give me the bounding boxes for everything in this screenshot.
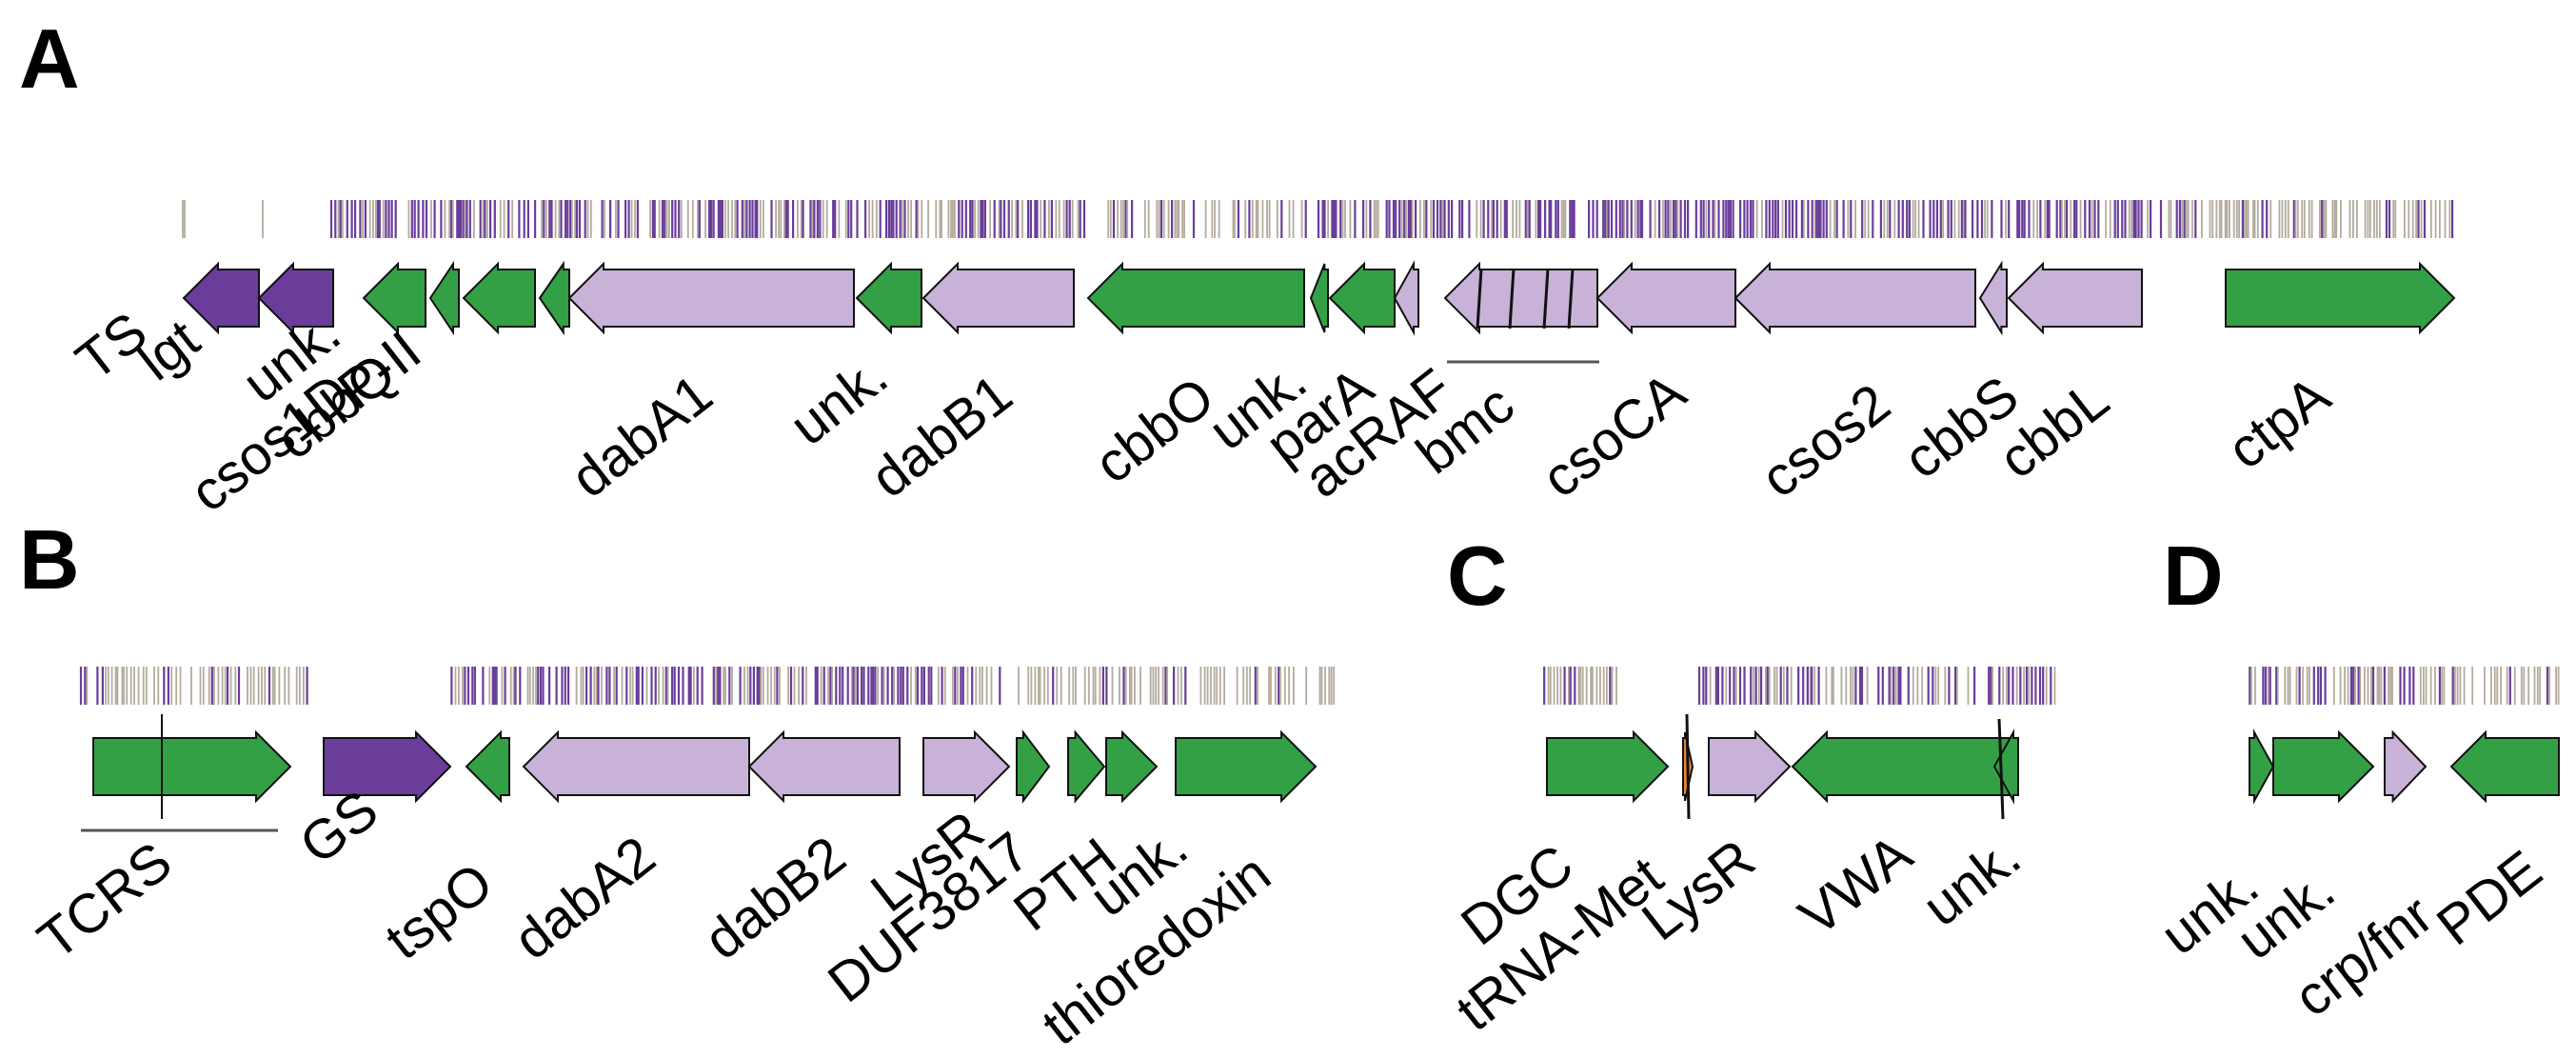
bmc-divider bbox=[1567, 268, 1575, 329]
gene-arrow-d-1 bbox=[2272, 729, 2375, 804]
panel-letter-d: D bbox=[2163, 529, 2224, 623]
gene-label-a-6: dabA1 bbox=[560, 363, 723, 509]
gene-label-b-3: dabA2 bbox=[503, 825, 666, 971]
gene-arrow-a-9 bbox=[1086, 261, 1305, 335]
panel-letter-a: A bbox=[19, 11, 80, 106]
trna-marker bbox=[1685, 713, 1691, 820]
gene-arrow-a-4 bbox=[462, 261, 536, 335]
gene-label-a-9: cbbO bbox=[1083, 366, 1225, 496]
gene-arrow-c-0 bbox=[1546, 729, 1670, 804]
gene-arrows bbox=[92, 260, 2560, 820]
bracket-lines bbox=[81, 360, 1599, 832]
gene-arrow-a-13 bbox=[1443, 261, 1598, 335]
gene-arrow-a-2 bbox=[362, 261, 426, 335]
gene-arrow-a-8 bbox=[921, 261, 1075, 335]
gene-arrow-b-5 bbox=[922, 729, 1011, 804]
gene-arrow-b-3 bbox=[522, 729, 750, 804]
gene-label-b-0: TCRS bbox=[27, 830, 183, 971]
gene-label-c-3: VWA bbox=[1788, 823, 1924, 948]
bmc-divider bbox=[1476, 268, 1483, 329]
gene-label-b-2: tspO bbox=[374, 851, 505, 972]
gene-arrow-b-4 bbox=[747, 729, 901, 804]
fitness-tick-tracks bbox=[79, 200, 2560, 705]
gene-label-a-7: unk. bbox=[779, 345, 899, 458]
gene-label-c-4: unk. bbox=[1912, 826, 2031, 939]
gene-label-b-4: dabB2 bbox=[693, 825, 857, 971]
gene-arrow-a-1 bbox=[257, 261, 334, 335]
gene-arrow-b-0 bbox=[92, 729, 292, 804]
gene-label-a-14: csoCA bbox=[1531, 361, 1697, 510]
gene-arrow-a-15 bbox=[1734, 261, 1976, 335]
gene-arrow-a-0 bbox=[182, 261, 260, 335]
gene-label-a-1: lgt bbox=[127, 308, 210, 392]
gene-arrow-d-3 bbox=[2449, 729, 2560, 804]
gene-arrow-a-16 bbox=[1978, 260, 2008, 336]
gene-arrow-a-6 bbox=[567, 261, 855, 335]
gene-arrow-c-2 bbox=[1708, 729, 1792, 804]
gene-arrow-a-10 bbox=[1309, 263, 1329, 333]
gene-label-a-15: csos2 bbox=[1750, 372, 1901, 510]
gene-arrow-b-9 bbox=[1175, 729, 1318, 804]
gene-label-d-3: PDE bbox=[2426, 839, 2553, 958]
gene-arrow-d-2 bbox=[2384, 729, 2427, 804]
gene-arrow-a-11 bbox=[1328, 261, 1396, 335]
gene-arrow-a-18 bbox=[2225, 261, 2456, 335]
gene-label-c-2: LysR bbox=[1631, 828, 1766, 952]
gene-label-a-18: ctpA bbox=[2216, 364, 2342, 481]
gene-arrow-d-0 bbox=[2249, 729, 2275, 805]
vwa-divider bbox=[1997, 718, 2005, 820]
gene-arrow-b-1 bbox=[323, 729, 452, 804]
gene-arrow-a-12 bbox=[1393, 260, 1419, 336]
gene-arrow-a-7 bbox=[855, 261, 922, 335]
bmc-divider bbox=[1542, 268, 1550, 329]
gene-arrow-c-4 bbox=[1992, 729, 2019, 805]
gene-arrow-a-5 bbox=[538, 260, 570, 336]
bmc-divider bbox=[1508, 268, 1516, 329]
panel-letter-c: C bbox=[1447, 529, 1508, 623]
panel-letter-b: B bbox=[19, 512, 80, 607]
gene-arrow-a-3 bbox=[428, 260, 460, 336]
gene-arrow-b-2 bbox=[465, 729, 510, 804]
gene-arrow-b-6 bbox=[1016, 729, 1051, 804]
gene-arrow-a-17 bbox=[2007, 261, 2143, 335]
gene-arrow-b-7 bbox=[1067, 729, 1106, 804]
gene-arrow-c-3 bbox=[1791, 729, 2019, 804]
gene-arrow-a-14 bbox=[1595, 261, 1736, 335]
gene-arrow-b-8 bbox=[1105, 729, 1159, 804]
